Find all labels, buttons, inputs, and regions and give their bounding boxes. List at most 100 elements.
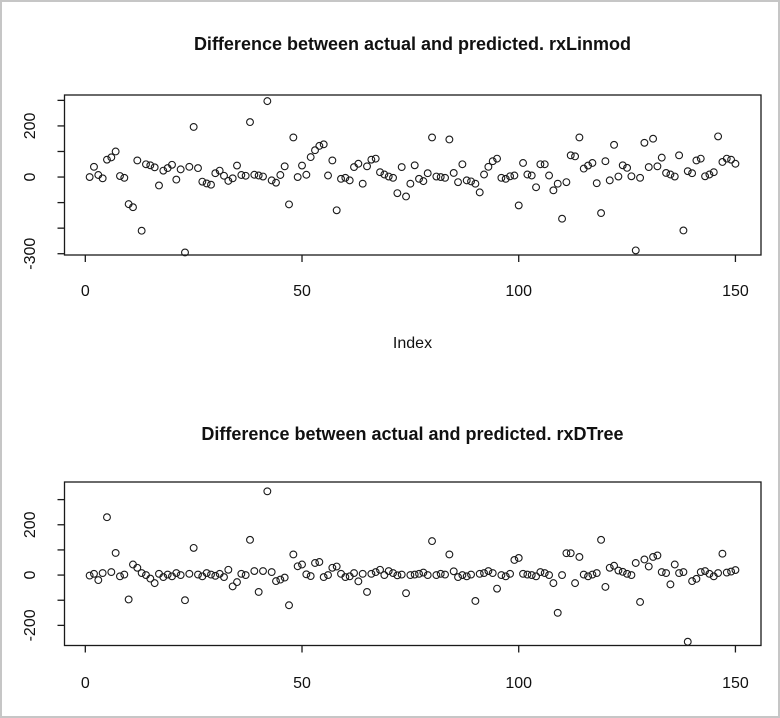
- data-point: [415, 569, 423, 578]
- data-point: [653, 551, 662, 560]
- data-point: [649, 134, 658, 143]
- data-point: [527, 571, 536, 580]
- data-point: [384, 567, 393, 575]
- data-point: [631, 559, 640, 567]
- data-point: [718, 549, 727, 558]
- data-point: [129, 203, 137, 212]
- data-point: [111, 147, 120, 156]
- data-point: [475, 569, 484, 578]
- data-point: [133, 156, 142, 165]
- data-point: [315, 558, 324, 566]
- data-point: [562, 178, 571, 187]
- data-point: [657, 153, 666, 162]
- data-point: [701, 172, 710, 181]
- data-point: [501, 572, 510, 581]
- data-point: [90, 569, 98, 578]
- data-point: [588, 159, 597, 167]
- data-point: [172, 175, 181, 184]
- data-point: [692, 156, 701, 165]
- data-point: [670, 172, 679, 181]
- data-point: [280, 573, 289, 582]
- data-point: [198, 177, 207, 186]
- data-point: [584, 572, 593, 581]
- x-tick-label: 100: [505, 675, 532, 692]
- data-point: [237, 171, 246, 179]
- data-point: [363, 587, 371, 596]
- data-point: [397, 163, 406, 172]
- data-point: [220, 171, 228, 180]
- data-point: [224, 565, 233, 574]
- data-point: [618, 161, 627, 170]
- data-point: [259, 567, 267, 575]
- data-point: [189, 122, 198, 131]
- data-point: [302, 170, 311, 179]
- data-point: [220, 573, 228, 582]
- data-point: [181, 596, 189, 605]
- data-point: [263, 97, 272, 106]
- data-point: [540, 569, 549, 578]
- data-point: [467, 177, 475, 186]
- data-point: [228, 582, 237, 591]
- data-point: [653, 162, 662, 171]
- data-point: [488, 569, 497, 578]
- data-point: [683, 637, 692, 646]
- data-point: [532, 183, 541, 192]
- y-tick-label: 200: [22, 112, 39, 139]
- data-point: [471, 179, 480, 188]
- data-point: [670, 560, 679, 569]
- data-point: [393, 189, 402, 198]
- data-point: [675, 569, 684, 578]
- data-point: [592, 179, 601, 188]
- data-point: [493, 584, 501, 593]
- data-point: [432, 571, 441, 580]
- data-point: [185, 569, 194, 578]
- data-point: [142, 160, 150, 169]
- data-point: [406, 571, 415, 580]
- data-point: [328, 563, 337, 572]
- data-point: [146, 161, 155, 170]
- data-point: [540, 160, 549, 169]
- data-point: [722, 154, 731, 163]
- data-point: [389, 569, 397, 578]
- data-point: [107, 153, 116, 162]
- data-point: [90, 162, 98, 171]
- data-point: [536, 160, 545, 169]
- data-point: [688, 577, 697, 586]
- data-point: [497, 173, 506, 182]
- data-point: [419, 568, 428, 577]
- data-point: [553, 179, 562, 188]
- data-point: [436, 173, 445, 181]
- data-point: [311, 146, 319, 155]
- data-point: [241, 571, 250, 580]
- data-point: [462, 572, 471, 581]
- data-point: [267, 568, 276, 577]
- data-point: [545, 571, 554, 580]
- data-point: [380, 571, 389, 580]
- data-point: [315, 141, 324, 150]
- data-point: [181, 248, 189, 257]
- data-point: [202, 569, 211, 578]
- data-point: [202, 179, 211, 188]
- data-point: [423, 571, 432, 580]
- data-point: [272, 577, 280, 586]
- data-point: [250, 170, 259, 179]
- data-point: [532, 572, 541, 581]
- x-tick-label: 0: [81, 283, 90, 300]
- data-point: [298, 161, 306, 170]
- data-point: [705, 170, 714, 179]
- chart-title-rxlinmod: Difference between actual and predicted.…: [193, 34, 632, 54]
- data-point: [267, 176, 276, 185]
- data-point: [185, 162, 194, 171]
- data-point: [302, 570, 311, 579]
- data-point: [85, 571, 94, 580]
- data-point: [332, 206, 341, 215]
- data-point: [471, 597, 480, 605]
- data-point: [662, 569, 671, 578]
- data-point: [644, 163, 653, 172]
- data-point: [293, 562, 302, 571]
- data-point: [124, 595, 133, 604]
- data-point: [696, 154, 705, 163]
- data-point: [662, 169, 671, 177]
- data-point: [215, 166, 224, 175]
- data-point: [393, 571, 402, 580]
